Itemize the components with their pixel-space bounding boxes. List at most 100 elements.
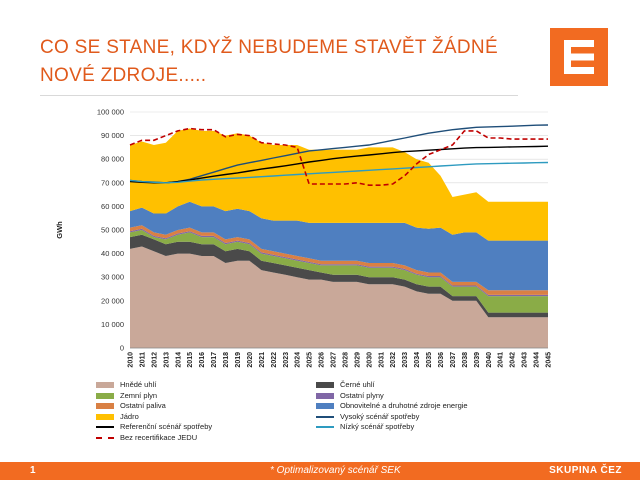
- legend-swatch: [316, 392, 334, 399]
- x-tick-label: 2022: [271, 352, 278, 368]
- legend-item: Referenční scénář spotřeby: [96, 422, 212, 432]
- cez-logo: [550, 28, 608, 86]
- legend-swatch: [316, 426, 334, 429]
- legend-label: Ostatní plyny: [340, 390, 384, 400]
- title-divider: [40, 95, 518, 96]
- y-tick-label: 0: [120, 344, 124, 353]
- x-tick-label: 2011: [139, 352, 146, 367]
- line-series: [129, 124, 549, 184]
- x-tick-label: 2031: [378, 352, 385, 368]
- x-tick-label: 2013: [163, 352, 170, 368]
- area-series: [130, 228, 548, 297]
- legend-item: Jádro: [96, 412, 139, 422]
- slide-footer: 1 * Optimalizovaný scénář SEK SKUPINA ČE…: [0, 462, 640, 480]
- legend-item: Ostatní plyny: [316, 391, 384, 401]
- legend-label: Ostatní paliva: [120, 401, 166, 410]
- x-tick-label: 2028: [342, 352, 349, 368]
- legend-item: Zemní plyn: [96, 391, 157, 401]
- x-tick-label: 2010: [128, 352, 135, 368]
- legend-swatch: [96, 382, 114, 389]
- cez-logo-mark-icon: [564, 40, 594, 74]
- legend-item: Nízký scénář spotřeby: [316, 422, 414, 432]
- y-tick-label: 90 000: [101, 131, 124, 140]
- x-tick-label: 2029: [354, 352, 361, 368]
- x-tick-label: 2023: [283, 352, 290, 368]
- y-tick-label: 50 000: [101, 226, 124, 235]
- legend-swatch: [316, 403, 334, 410]
- x-tick-label: 2015: [187, 352, 194, 368]
- x-tick-label: 2038: [462, 352, 469, 368]
- y-axis-label: GWh: [55, 221, 64, 239]
- line-series: [129, 145, 549, 184]
- area-series: [130, 225, 548, 295]
- x-tick-label: 2012: [151, 352, 158, 368]
- x-tick-label: 2037: [450, 352, 457, 368]
- legend-swatch: [96, 436, 114, 439]
- legend-label: Hnědé uhlí: [120, 380, 157, 389]
- x-tick-label: 2041: [498, 352, 505, 368]
- area-series: [130, 246, 548, 348]
- page-number: 1: [30, 465, 36, 476]
- x-tick-label: 2044: [534, 352, 541, 368]
- x-tick-label: 2036: [438, 352, 445, 368]
- legend-swatch: [316, 382, 334, 389]
- legend-swatch: [96, 403, 114, 410]
- legend-label: Jádro: [120, 411, 139, 421]
- slide-title: CO SE STANE, KDYŽ NEBUDEME STAVĚT ŽÁDNÉ …: [40, 37, 498, 86]
- legend-item: Ostatní paliva: [96, 401, 166, 411]
- x-tick-label: 2024: [295, 352, 302, 368]
- legend-label: Referenční scénář spotřeby: [120, 422, 213, 431]
- x-tick-label: 2042: [510, 352, 517, 368]
- area-series: [130, 201, 548, 291]
- y-tick-label: 40 000: [101, 249, 124, 258]
- x-tick-label: 2043: [522, 352, 529, 368]
- legend-swatch: [316, 415, 334, 418]
- legend-label: Vysoký scénář spotřeby: [340, 411, 420, 421]
- x-tick-label: 2039: [474, 352, 481, 368]
- legend-label: Zemní plyn: [120, 390, 158, 400]
- x-tick-label: 2025: [307, 352, 314, 368]
- x-tick-label: 2018: [223, 352, 230, 368]
- y-tick-label: 80 000: [101, 155, 124, 164]
- chart-frame: 0 10 000 20 000 30 000 40 000 50 000 60 000 70 …: [48, 98, 558, 460]
- x-tick-label: 2035: [426, 352, 433, 368]
- y-tick-label: 60 000: [101, 202, 124, 211]
- x-tick-label: 2033: [402, 352, 409, 368]
- x-tick-label: 2034: [414, 352, 421, 368]
- legend-label: Nízký scénář spotřeby: [340, 422, 415, 431]
- x-tick-label: 2017: [211, 352, 218, 368]
- legend-item: Bez recertifikace JEDU: [96, 433, 197, 443]
- y-tick-label: 10 000: [101, 320, 124, 329]
- legend-item: Černé uhlí: [316, 380, 375, 390]
- legend-swatch: [96, 392, 114, 399]
- legend-item: Obnovitelné a druhotné zdroje energie: [316, 401, 468, 411]
- legend-label: Obnovitelné a druhotné zdroje energie: [340, 401, 468, 410]
- x-tick-label: 2026: [319, 352, 326, 368]
- energy-mix-chart: 0 10 000 20 000 30 000 40 000 50 000 60 000 70 …: [55, 108, 553, 368]
- area-series: [130, 234, 548, 318]
- x-tick-label: 2019: [235, 352, 242, 368]
- line-series: [129, 127, 548, 186]
- area-series: [130, 230, 548, 313]
- y-tick-label: 70 000: [101, 178, 124, 187]
- y-tick-label: 30 000: [101, 273, 124, 282]
- legend-label: Černé uhlí: [340, 380, 375, 389]
- x-tick-label: 2045: [546, 352, 553, 368]
- x-tick-label: 2027: [331, 352, 338, 368]
- legend-swatch: [96, 413, 114, 420]
- x-tick-label: 2016: [199, 352, 206, 368]
- x-tick-label: 2020: [247, 352, 254, 368]
- y-tick-label: 20 000: [101, 296, 124, 305]
- x-tick-label: 2032: [390, 352, 397, 368]
- y-tick-label: 100 000: [97, 108, 124, 117]
- line-series: [129, 161, 549, 184]
- x-tick-label: 2030: [366, 352, 373, 368]
- x-tick-label: 2014: [175, 352, 182, 368]
- legend-item: Vysoký scénář spotřeby: [316, 412, 419, 422]
- legend-swatch: [96, 426, 114, 429]
- x-tick-label: 2021: [259, 352, 266, 368]
- legend-item: Hnědé uhlí: [96, 380, 156, 390]
- legend-label: Bez recertifikace JEDU: [120, 432, 198, 442]
- footnote: * Optimalizovaný scénář SEK: [270, 465, 401, 476]
- x-tick-label: 2040: [486, 352, 493, 368]
